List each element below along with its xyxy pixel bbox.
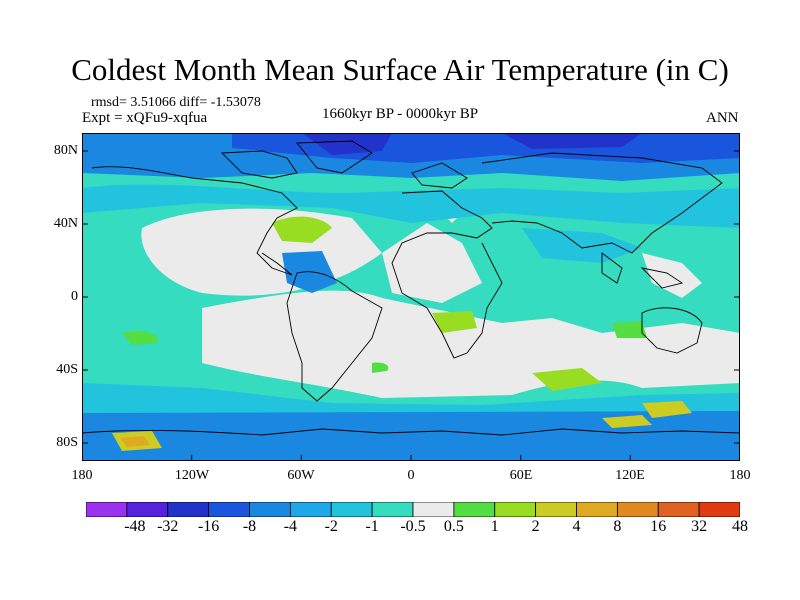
lat-tick-label: 40N	[53, 216, 78, 231]
colorbar-box	[494, 502, 537, 517]
colorbar-label: 16	[650, 518, 667, 535]
lat-tick-label: 0	[71, 289, 78, 304]
colorbar-box	[412, 502, 455, 517]
colorbar-label: -2	[324, 518, 338, 535]
lon-tick-label: 120E	[615, 468, 645, 483]
lat-tick-label: 40S	[56, 362, 78, 377]
colorbar-label: -4	[283, 518, 298, 535]
colorbar-box	[289, 502, 332, 517]
colorbar-label: 48	[732, 518, 748, 535]
lon-tick-label: 60W	[287, 468, 315, 483]
cooling-very-strong-regions	[302, 133, 642, 155]
colorbar-box	[535, 502, 577, 517]
colorbar-label: -16	[197, 518, 220, 535]
colorbar-box	[657, 502, 700, 517]
coastlines	[82, 140, 740, 436]
colorbar-label: 4	[572, 518, 581, 535]
colorbar-box	[86, 502, 128, 517]
colorbar-label: -0.5	[400, 518, 426, 535]
colorbar-box	[453, 502, 496, 517]
colorbar-box	[698, 502, 740, 517]
colorbar-box	[616, 502, 659, 517]
colorbar-box	[576, 502, 618, 517]
lon-tick-label: 60E	[509, 468, 533, 483]
colorbar-box	[371, 502, 414, 517]
colorbar-box	[208, 502, 250, 517]
colorbar-box	[126, 502, 169, 517]
period-label: 1660kyr BP - 0000kyr BP	[322, 106, 479, 122]
colorbar-label: -32	[157, 518, 179, 535]
stats-label: rmsd= 3.51066 diff= -1.53078	[91, 95, 261, 110]
axis-ticks	[82, 150, 740, 461]
colorbar-label: 2	[531, 518, 540, 535]
lat-tick-label: 80S	[56, 435, 78, 450]
temperature-map	[82, 133, 740, 461]
colorbar-box	[167, 502, 210, 517]
lon-tick-label: 180	[71, 468, 93, 483]
lon-tick-label: 0	[407, 468, 415, 483]
colorbar-box	[330, 502, 373, 517]
lat-tick-label: 80N	[53, 143, 78, 158]
colorbar-label: -48	[124, 518, 146, 535]
warming-regions	[112, 216, 692, 451]
colorbar-label: -8	[242, 518, 257, 535]
plot-title: Coldest Month Mean Surface Air Temperatu…	[71, 52, 729, 87]
colorbar	[86, 502, 740, 517]
colorbar-label: 0.5	[443, 518, 464, 535]
season-label: ANN	[706, 110, 739, 126]
experiment-label: Expt = xQFu9-xqfua	[82, 110, 208, 126]
colorbar-box	[249, 502, 291, 517]
colorbar-label: 32	[691, 518, 708, 535]
colorbar-label: 1	[490, 518, 499, 535]
colorbar-label: 8	[613, 518, 622, 535]
lon-tick-label: 120W	[174, 468, 210, 483]
colorbar-label: -1	[365, 518, 379, 535]
lon-tick-label: 180	[729, 468, 751, 483]
